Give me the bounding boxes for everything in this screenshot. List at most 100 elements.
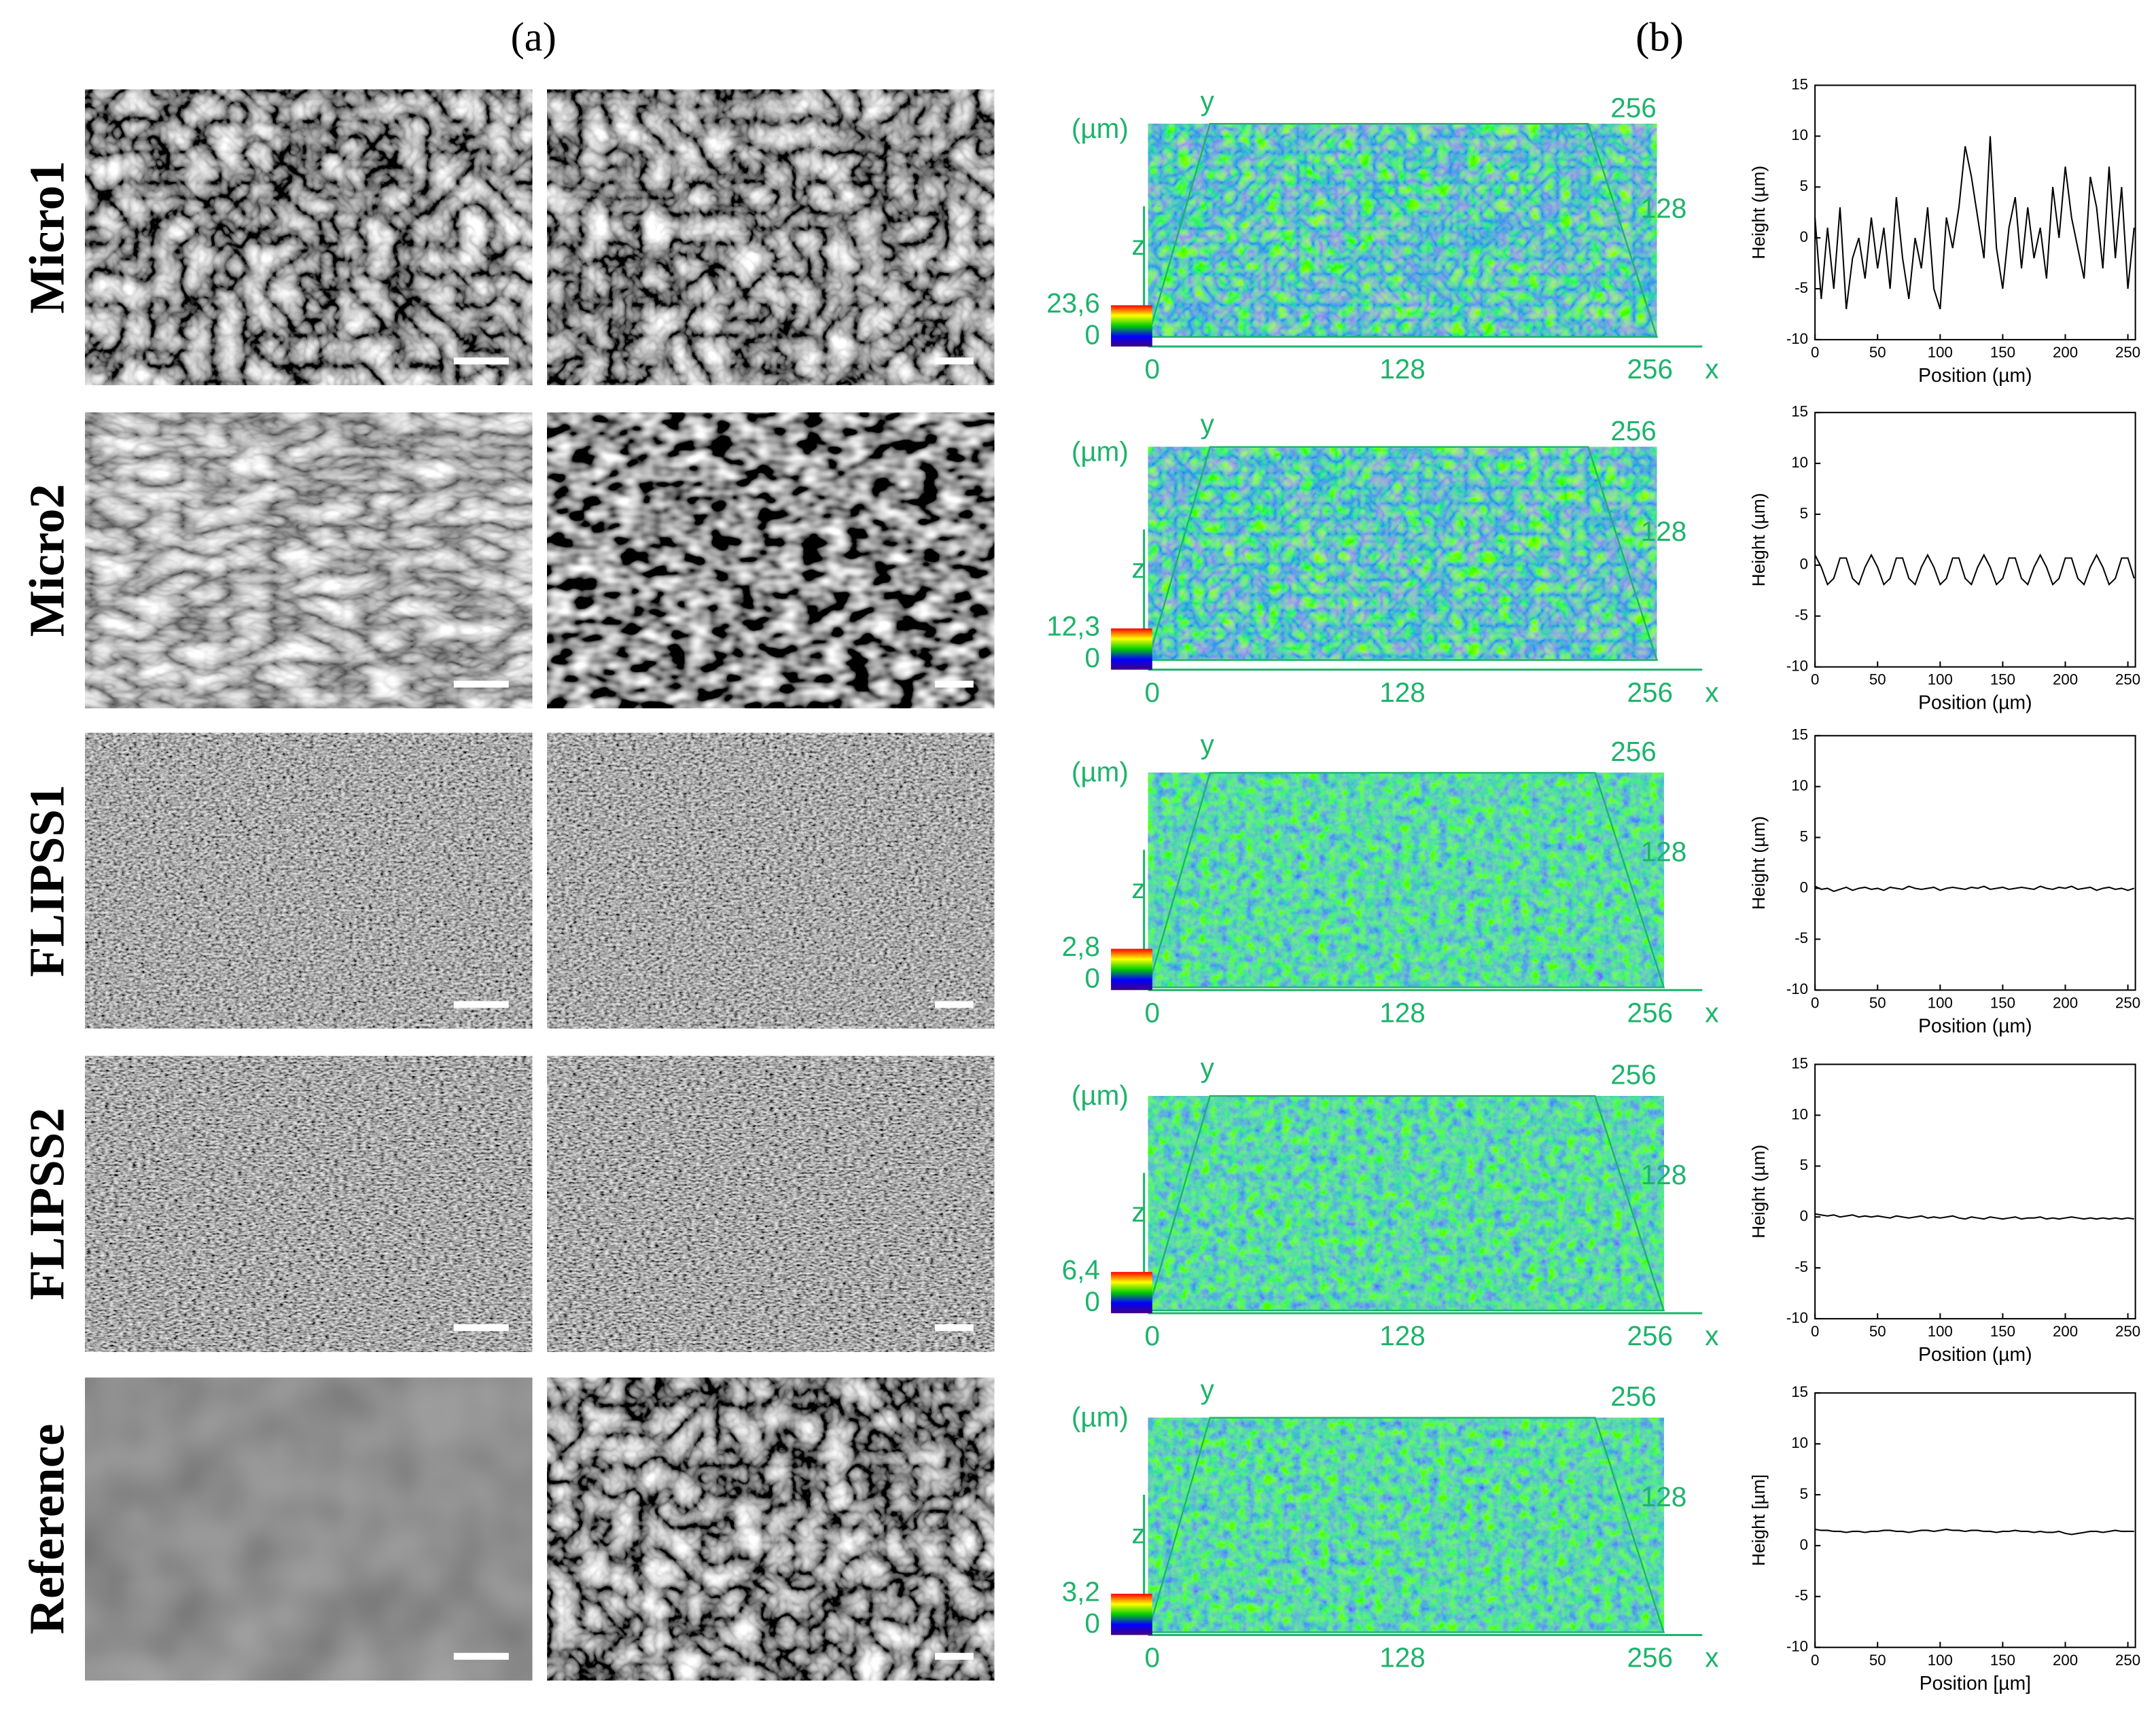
x-tick-label: 128 — [1379, 997, 1426, 1028]
colorbar — [1111, 628, 1152, 670]
sem-image-zoom — [547, 1056, 995, 1352]
x-tick-label: 256 — [1627, 1642, 1674, 1673]
scale-max: 12,3 — [1046, 611, 1100, 642]
x-tick-label: 150 — [1990, 344, 2015, 361]
x-tick-label: 50 — [1869, 344, 1886, 361]
x-tick-label: 256 — [1627, 1320, 1674, 1351]
surface-frame — [1147, 1417, 1665, 1633]
x-tick-label: 150 — [1990, 1652, 2015, 1669]
scale-min: 0 — [1084, 963, 1100, 994]
x-tick-label: 200 — [2053, 671, 2078, 688]
y-tick-label: 5 — [1800, 177, 1808, 194]
surface-frame — [1147, 122, 1659, 338]
plot-frame — [1814, 1063, 2136, 1319]
x-tick-label: 0 — [1145, 1320, 1161, 1351]
sem-image-zoom — [547, 732, 995, 1029]
y-axis-label: Height (µm) — [1748, 493, 1769, 586]
profile-line — [1814, 553, 2135, 586]
y-tick-label: 128 — [1641, 1159, 1687, 1190]
x-tick-label: 0 — [1145, 997, 1161, 1028]
axis-label: y — [1201, 408, 1215, 440]
surface-3d — [1148, 446, 1657, 660]
x-tick-label: 50 — [1869, 671, 1886, 688]
scale-min: 0 — [1084, 642, 1100, 673]
scale-max: 3,2 — [1062, 1576, 1100, 1607]
y-tick-label: 5 — [1800, 1485, 1808, 1502]
x-tick-label: 250 — [2115, 994, 2140, 1011]
axis-label: z — [1131, 230, 1145, 261]
y-tick-label: 0 — [1800, 1207, 1808, 1224]
x-tick-label: 0 — [1145, 353, 1161, 385]
y-tick-label: -5 — [1795, 929, 1808, 946]
row-label: FLIPSS1 — [20, 785, 75, 977]
surface-frame — [1147, 446, 1659, 661]
plot-frame — [1814, 1392, 2136, 1648]
row-label: Micro1 — [20, 161, 75, 314]
y-tick-label: -10 — [1786, 330, 1808, 347]
y-tick-label: -5 — [1795, 1587, 1808, 1604]
row-label: Reference — [20, 1424, 75, 1635]
x-tick-label: 200 — [2053, 344, 2078, 361]
x-axis-label: Position (µm) — [1918, 365, 2032, 387]
y-tick-label: 5 — [1800, 505, 1808, 522]
y-tick-label: 256 — [1610, 1059, 1657, 1090]
x-tick-label: 200 — [2053, 994, 2078, 1011]
scale-bar — [935, 1001, 974, 1008]
x-tick-label: 100 — [1928, 1652, 1953, 1669]
x-tick-label: 250 — [2115, 671, 2140, 688]
x-tick-label: 0 — [1811, 1323, 1819, 1340]
x-tick-label: 250 — [2115, 1323, 2140, 1340]
z-unit: (µm) — [1072, 113, 1129, 144]
y-tick-label: -5 — [1795, 1258, 1808, 1275]
axis-label: x — [1705, 997, 1718, 1028]
scale-max: 23,6 — [1046, 287, 1100, 319]
surface-frame — [1147, 772, 1665, 989]
x-tick-label: 0 — [1811, 671, 1819, 688]
y-tick-label: 128 — [1641, 836, 1687, 868]
y-axis-label: Height (µm) — [1748, 166, 1769, 260]
y-tick-label: -10 — [1786, 657, 1808, 674]
x-tick-label: 256 — [1627, 997, 1674, 1028]
y-tick-label: 128 — [1641, 1481, 1687, 1512]
x-tick-label: 128 — [1379, 677, 1426, 708]
profile-line — [1814, 885, 2135, 893]
sem-image — [85, 412, 533, 709]
x-tick-label: 50 — [1869, 1323, 1886, 1340]
sem-image-zoom — [547, 1377, 995, 1681]
x-tick-label: 250 — [2115, 344, 2140, 361]
scale-min: 0 — [1084, 1607, 1100, 1639]
axis-label: x — [1705, 353, 1718, 385]
x-tick-label: 150 — [1990, 994, 2015, 1011]
y-tick-label: 10 — [1791, 1434, 1808, 1451]
axis-label: z — [1131, 1518, 1145, 1549]
sem-image — [85, 1056, 533, 1352]
y-tick-label: 15 — [1791, 1383, 1808, 1400]
x-tick-label: 0 — [1811, 994, 1819, 1011]
x-tick-label: 0 — [1811, 344, 1819, 361]
surface-3d — [1148, 124, 1657, 337]
y-tick-label: 10 — [1791, 454, 1808, 471]
scale-min: 0 — [1084, 319, 1100, 351]
scale-min: 0 — [1084, 1285, 1100, 1317]
plot-frame — [1814, 734, 2136, 991]
scale-max: 6,4 — [1062, 1254, 1100, 1285]
y-tick-label: 10 — [1791, 777, 1808, 794]
x-tick-label: 150 — [1990, 1323, 2015, 1340]
y-tick-label: 15 — [1791, 726, 1808, 743]
y-tick-label: 256 — [1610, 92, 1657, 124]
x-tick-label: 256 — [1627, 353, 1674, 385]
sem-image — [85, 1377, 533, 1681]
scale-bar — [453, 357, 509, 365]
x-tick-label: 100 — [1928, 994, 1953, 1011]
y-axis-label: Height (µm) — [1748, 1145, 1769, 1239]
colorbar — [1111, 1272, 1152, 1313]
x-axis-label: Position (µm) — [1918, 1015, 2032, 1037]
scale-bar — [935, 1324, 974, 1332]
scale-bar — [453, 1001, 509, 1008]
plot-frame — [1814, 412, 2136, 668]
y-tick-label: 5 — [1800, 1156, 1808, 1173]
y-tick-label: 256 — [1610, 736, 1657, 767]
axis-label: x — [1705, 1320, 1718, 1351]
plot-frame — [1814, 84, 2136, 340]
